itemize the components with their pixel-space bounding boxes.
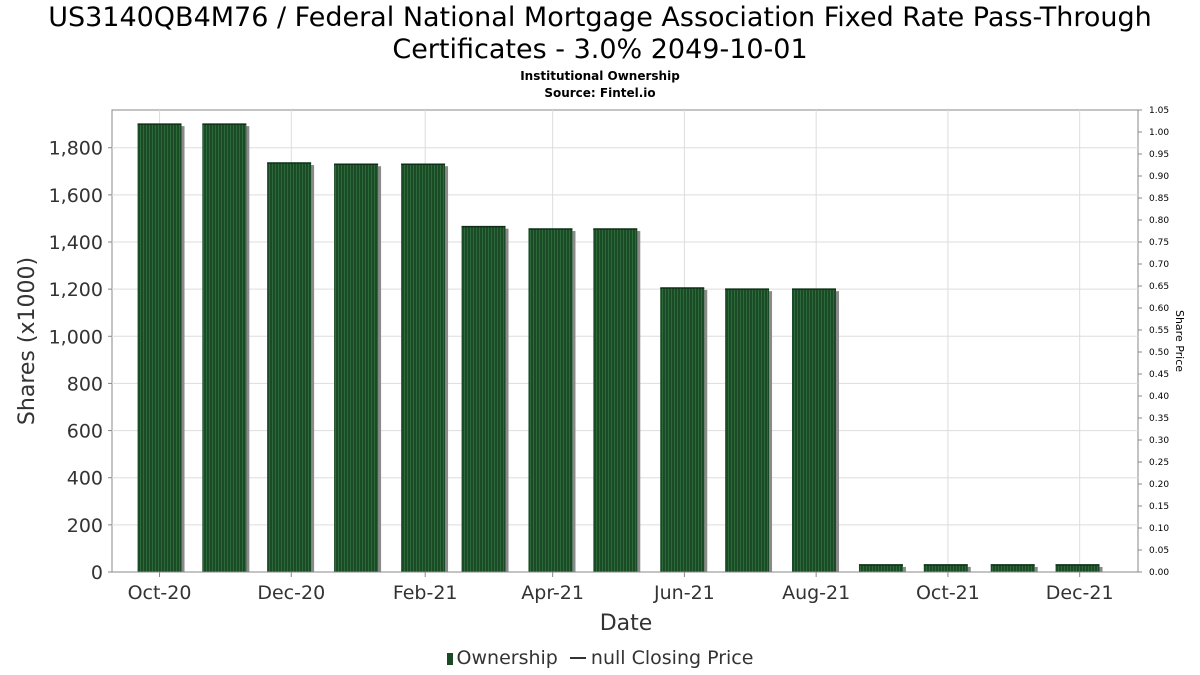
y2-tick-label: 0.30 [1149, 436, 1169, 446]
bar [137, 124, 182, 573]
y2-axis-label: Share Price [1173, 310, 1186, 372]
x-tick-label: Dec-21 [1046, 582, 1114, 604]
bar [267, 163, 312, 573]
y2-tick-label: 0.70 [1149, 260, 1169, 270]
bar [202, 124, 247, 573]
y2-tick-label: 0.45 [1149, 370, 1169, 380]
x-axis-label: Date [600, 611, 653, 636]
y2-tick-label: 0.10 [1149, 524, 1169, 534]
y2-tick-label: 0.35 [1149, 414, 1169, 424]
bar [923, 564, 968, 572]
y2-tick-label: 0.75 [1149, 238, 1169, 248]
bar [990, 564, 1035, 572]
chart-legend: Ownership null Closing Price [0, 647, 1200, 669]
legend-ownership-label: Ownership [456, 647, 558, 669]
legend-closing-price-swatch [569, 657, 586, 659]
y2-tick-label: 0.05 [1149, 546, 1169, 556]
bar [461, 226, 506, 572]
bar [1055, 564, 1100, 572]
y2-tick-label: 1.00 [1149, 128, 1169, 138]
y2-tick-label: 0.95 [1149, 150, 1169, 160]
legend-closing-price-label: null Closing Price [590, 647, 754, 669]
bar [334, 164, 379, 572]
x-tick-label: Jun-21 [653, 582, 715, 604]
chart-source: Source: Fintel.io [544, 86, 656, 100]
y-tick-label: 400 [67, 468, 103, 490]
y2-tick-label: 1.05 [1149, 106, 1169, 116]
y-tick-label: 1,800 [49, 138, 103, 160]
y-tick-label: 1,000 [49, 326, 103, 348]
bar [792, 289, 836, 572]
bar [528, 229, 573, 573]
legend-item-ownership[interactable]: Ownership [446, 647, 558, 669]
chart-title-line1: US3140QB4M76 / Federal National Mortgage… [48, 2, 1152, 33]
x-tick-label: Dec-20 [257, 582, 325, 604]
y2-tick-label: 0.80 [1149, 216, 1169, 226]
y2-tick-label: 0.60 [1149, 304, 1169, 314]
bar [593, 229, 638, 573]
y2-tick-label: 0.20 [1149, 480, 1169, 490]
bar [858, 564, 903, 572]
y2-tick-label: 0.15 [1149, 502, 1169, 512]
y2-tick-label: 0.25 [1149, 458, 1169, 468]
y-tick-label: 0 [91, 562, 103, 584]
y-tick-label: 1,400 [49, 232, 103, 254]
chart-title: US3140QB4M76 / Federal National Mortgage… [0, 2, 1200, 66]
y-tick-label: 200 [67, 515, 103, 537]
y2-tick-label: 0.50 [1149, 348, 1169, 358]
y-tick-label: 1,600 [49, 185, 103, 207]
y2-tick-label: 0.40 [1149, 392, 1169, 402]
legend-item-closing-price[interactable]: null Closing Price [569, 647, 754, 669]
y-axis-label: Shares (x1000) [15, 257, 40, 425]
legend-ownership-swatch [446, 653, 453, 665]
y-tick-label: 800 [67, 373, 103, 395]
bar [725, 289, 770, 572]
y2-tick-label: 0.85 [1149, 194, 1169, 204]
y2-tick-label: 0.00 [1149, 568, 1169, 578]
bar [401, 164, 446, 572]
x-tick-label: Oct-20 [128, 582, 192, 604]
y2-tick-label: 0.65 [1149, 282, 1169, 292]
x-tick-label: Aug-21 [782, 582, 850, 604]
x-tick-label: Apr-21 [521, 582, 584, 604]
x-tick-label: Oct-21 [916, 582, 980, 604]
x-tick-label: Feb-21 [393, 582, 458, 604]
y2-tick-label: 0.55 [1149, 326, 1169, 336]
bar [660, 287, 705, 572]
chart-title-line2: Certificates - 3.0% 2049-10-01 [392, 34, 808, 65]
chart-subtitle: Institutional Ownership [520, 69, 680, 83]
y-tick-label: 600 [67, 421, 103, 443]
y-tick-label: 1,200 [49, 279, 103, 301]
y2-tick-label: 0.90 [1149, 172, 1169, 182]
